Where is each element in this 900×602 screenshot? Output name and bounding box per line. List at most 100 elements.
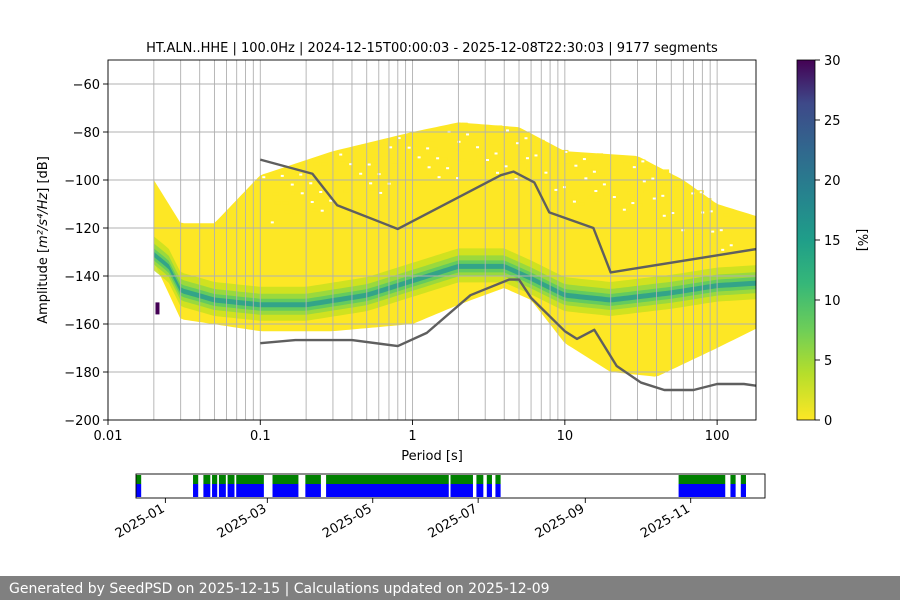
density-speckle [536, 184, 543, 188]
density-speckle-gap [299, 173, 303, 176]
density-speckle [447, 138, 454, 142]
density-speckle [528, 177, 535, 181]
data-segment [212, 484, 218, 497]
density-speckle [481, 148, 488, 152]
colorbar-tick-label: 25 [824, 114, 841, 129]
density-speckle-gap [476, 146, 480, 149]
density-speckle [480, 128, 487, 132]
density-speckle-gap [427, 166, 431, 169]
density-speckle [646, 165, 653, 169]
density-speckle-gap [721, 248, 725, 251]
density-speckle [627, 191, 634, 195]
density-speckle [429, 138, 436, 142]
density-speckle [323, 171, 330, 175]
density-speckle [333, 179, 340, 183]
density-speckle [614, 168, 621, 172]
density-speckle [304, 172, 311, 176]
data-segment [678, 484, 726, 497]
density-speckle [676, 217, 683, 221]
density-speckle-gap [554, 188, 558, 191]
density-speckle-gap [524, 137, 528, 140]
density-speckle [262, 184, 269, 188]
data-segment [236, 484, 264, 497]
x-axis-label: Period [s] [401, 449, 463, 464]
density-speckle [271, 174, 278, 178]
density-speckle-gap [496, 171, 500, 174]
density-speckle-gap [379, 191, 383, 194]
density-speckle-gap [397, 137, 401, 140]
density-speckle-gap [339, 153, 343, 156]
density-speckle [568, 189, 575, 193]
density-speckle [526, 167, 533, 171]
density-speckle-gap [436, 157, 440, 160]
density-speckle-gap [534, 154, 538, 157]
density-speckle-gap [310, 200, 314, 203]
density-speckle [360, 144, 367, 148]
date-tick-label: 2025-11 [638, 501, 693, 541]
data-segment [218, 484, 226, 497]
density-speckle-gap [349, 163, 353, 166]
density-speckle [353, 199, 360, 203]
coverage-segment [236, 475, 264, 484]
density-speckle [302, 163, 309, 167]
data-segment [272, 484, 299, 497]
density-speckle [490, 141, 497, 145]
density-speckle [671, 221, 678, 225]
data-segment [495, 484, 501, 497]
density-speckle-gap [584, 177, 588, 180]
density-speckle-gap [270, 221, 274, 224]
psd-density [153, 122, 756, 377]
density-speckle [359, 180, 366, 184]
y-axis-label: Amplitude [m²/s⁴/Hz] [dB] [36, 156, 51, 324]
density-speckle [314, 181, 321, 185]
colorbar [796, 59, 816, 421]
density-speckle-gap [711, 230, 715, 233]
colorbar-tick-label: 30 [824, 54, 841, 69]
density-speckle [624, 181, 631, 185]
density-speckle [691, 202, 698, 206]
density-speckle-gap [466, 133, 470, 136]
noise-model-lines [259, 158, 756, 392]
x-tick-label: 10 [557, 429, 574, 444]
density-speckle-gap [564, 150, 568, 153]
density-speckle [663, 169, 670, 173]
data-segment [136, 484, 142, 497]
density-speckle [518, 160, 525, 164]
density-speckle [703, 242, 710, 246]
density-speckle [673, 186, 680, 190]
density-speckle [391, 163, 398, 167]
density-speckle [274, 201, 281, 205]
density-speckle [437, 129, 444, 133]
density-speckle [598, 172, 605, 176]
density-speckle [636, 203, 643, 207]
density-speckle-gap [367, 163, 371, 166]
coverage-segment [212, 475, 218, 484]
coverage-segment [272, 475, 299, 484]
density-speckle [291, 191, 298, 195]
density-speckle-gap [446, 167, 450, 170]
density-speckle-gap [320, 209, 324, 212]
coverage-segment [203, 475, 211, 484]
density-speckle [588, 159, 595, 163]
density-speckle-gap [457, 140, 461, 143]
density-speckle [264, 192, 271, 196]
density-speckle [470, 171, 477, 175]
density-speckle-gap [494, 152, 498, 155]
psd-figure: HT.ALN..HHE | 100.0Hz | 2024-12-15T00:00… [36, 41, 869, 542]
high-noise-model-line [259, 158, 756, 274]
density-speckle-gap [582, 158, 586, 161]
density-speckle [413, 146, 420, 150]
density-speckle-gap [572, 200, 576, 203]
density-speckle [313, 162, 320, 166]
colorbar-tick-label: 15 [824, 234, 841, 249]
x-tick-label: 1 [408, 429, 416, 444]
y-tick-label: −80 [73, 126, 100, 141]
density-speckle-gap [709, 210, 713, 213]
density-speckle [665, 180, 672, 184]
density-speckle-gap [661, 194, 665, 197]
density-speckle [530, 142, 537, 146]
y-axis-label-prefix: Amplitude [ [36, 248, 51, 324]
density-speckle [683, 203, 690, 207]
density-speckle [487, 131, 494, 135]
coverage-segment [476, 475, 484, 484]
